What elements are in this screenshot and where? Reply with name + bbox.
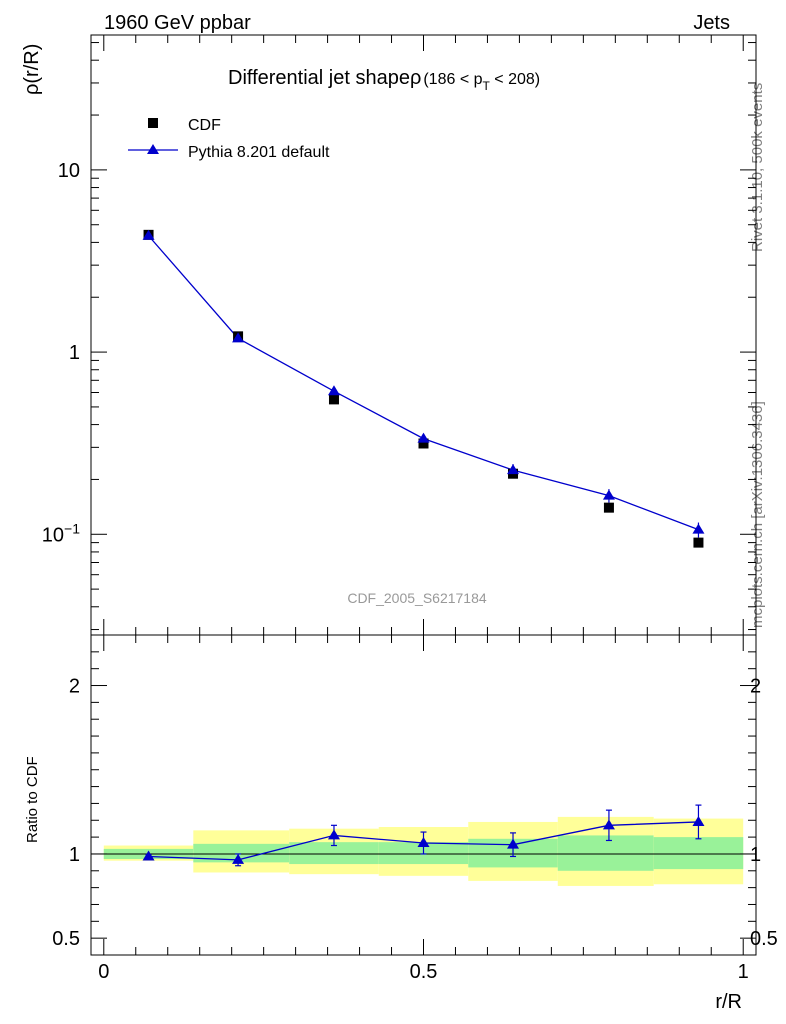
pythia-line bbox=[148, 235, 699, 531]
pythia-point bbox=[327, 385, 340, 396]
y-tick-label: 10−1 bbox=[42, 520, 80, 546]
ratio-point bbox=[602, 819, 615, 830]
category-label: Jets bbox=[693, 12, 730, 34]
x-tick-label: 1 bbox=[738, 961, 749, 983]
cdf-point bbox=[693, 537, 704, 548]
ratio-y-tick-label-right: 0.5 bbox=[750, 928, 778, 950]
mcplots-info: mcplots.cern.ch [arXiv:1306.3436] bbox=[749, 401, 766, 628]
ratio-point bbox=[507, 838, 520, 849]
legend-label-pythia: Pythia 8.201 default bbox=[188, 144, 330, 161]
uncertainty-band-inner bbox=[193, 843, 290, 863]
ratio-point bbox=[142, 850, 155, 861]
main-y-axis-label: ρ(r/R) bbox=[21, 44, 43, 95]
pythia-point bbox=[692, 523, 705, 534]
ratio-y-tick-label: 0.5 bbox=[52, 928, 80, 950]
legend-marker-pythia bbox=[147, 144, 159, 154]
main-title: Differential jet shapeρ (186 < pT < 208) bbox=[228, 67, 540, 93]
cdf-point bbox=[603, 502, 614, 513]
energy-label: 1960 GeV ppbar bbox=[104, 12, 251, 34]
ratio-y-tick-label: 1 bbox=[69, 844, 80, 866]
legend: CDF Pythia 8.201 default bbox=[128, 117, 330, 161]
pythia-point bbox=[142, 229, 155, 240]
x-tick-label: 0 bbox=[98, 961, 109, 983]
ratio-y-tick-label: 2 bbox=[69, 676, 80, 698]
cdf-point bbox=[328, 394, 339, 405]
pythia-point bbox=[507, 464, 520, 475]
rivet-info: Rivet 3.1.10, 500k events bbox=[749, 83, 766, 252]
pythia-point bbox=[417, 432, 430, 443]
uncertainty-band-inner bbox=[289, 842, 379, 865]
ratio-point bbox=[692, 815, 705, 826]
x-tick-label: 0.5 bbox=[410, 961, 438, 983]
cdf-point bbox=[418, 438, 429, 449]
uncertainty-band-inner bbox=[557, 835, 654, 871]
x-axis-label: r/R bbox=[715, 991, 742, 1013]
pythia-point bbox=[602, 489, 615, 500]
ratio-panel: 0 0.5 12 21 10.5 0.5 Ratio to CDF r/R bbox=[24, 634, 778, 1013]
ratio-point bbox=[232, 853, 245, 864]
uncertainty-band-inner bbox=[653, 837, 744, 870]
ratio-frame bbox=[90, 634, 757, 956]
y-tick-label: 10 bbox=[58, 160, 80, 182]
pythia-point bbox=[232, 332, 245, 343]
legend-marker-cdf bbox=[148, 118, 158, 128]
ratio-point bbox=[417, 837, 430, 847]
legend-label-cdf: CDF bbox=[188, 117, 221, 134]
main-panel: 10 1 10−1 Differential jet shapeρ (186 < pT… bbox=[21, 34, 757, 636]
analysis-watermark: CDF_2005_S6217184 bbox=[347, 590, 487, 606]
ratio-point bbox=[327, 829, 340, 840]
y-tick-label: 1 bbox=[69, 342, 80, 364]
ratio-y-axis-label: Ratio to CDF bbox=[24, 756, 41, 843]
